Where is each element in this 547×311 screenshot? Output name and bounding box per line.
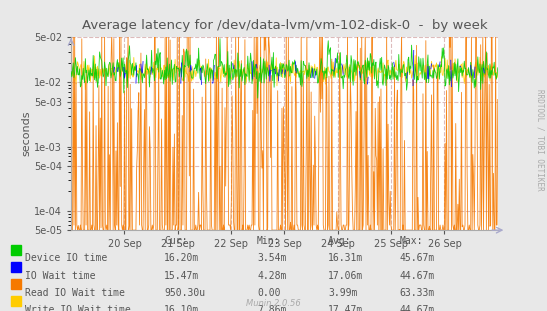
Text: 63.33m: 63.33m [399, 288, 434, 298]
Text: 0.00: 0.00 [257, 288, 281, 298]
Text: Munin 2.0.56: Munin 2.0.56 [246, 299, 301, 308]
Text: 4.28m: 4.28m [257, 271, 287, 281]
Text: Cur:: Cur: [164, 236, 188, 246]
Text: 16.20m: 16.20m [164, 253, 199, 263]
Y-axis label: seconds: seconds [21, 111, 31, 156]
Text: IO Wait time: IO Wait time [25, 271, 95, 281]
Text: 16.10m: 16.10m [164, 305, 199, 311]
Text: 17.06m: 17.06m [328, 271, 363, 281]
Text: 45.67m: 45.67m [399, 253, 434, 263]
Text: 7.86m: 7.86m [257, 305, 287, 311]
Text: Write IO Wait time: Write IO Wait time [25, 305, 130, 311]
Text: RRDTOOL / TOBI OETIKER: RRDTOOL / TOBI OETIKER [536, 89, 544, 191]
Title: Average latency for /dev/data-lvm/vm-102-disk-0  -  by week: Average latency for /dev/data-lvm/vm-102… [82, 19, 487, 32]
Text: Max:: Max: [399, 236, 423, 246]
Text: 44.67m: 44.67m [399, 305, 434, 311]
Text: 17.47m: 17.47m [328, 305, 363, 311]
Text: 950.30u: 950.30u [164, 288, 205, 298]
Text: 15.47m: 15.47m [164, 271, 199, 281]
Text: 3.54m: 3.54m [257, 253, 287, 263]
Text: Min:: Min: [257, 236, 281, 246]
Text: 3.99m: 3.99m [328, 288, 358, 298]
Text: 44.67m: 44.67m [399, 271, 434, 281]
Text: 16.31m: 16.31m [328, 253, 363, 263]
Text: Device IO time: Device IO time [25, 253, 107, 263]
Text: Avg:: Avg: [328, 236, 352, 246]
Text: Read IO Wait time: Read IO Wait time [25, 288, 125, 298]
